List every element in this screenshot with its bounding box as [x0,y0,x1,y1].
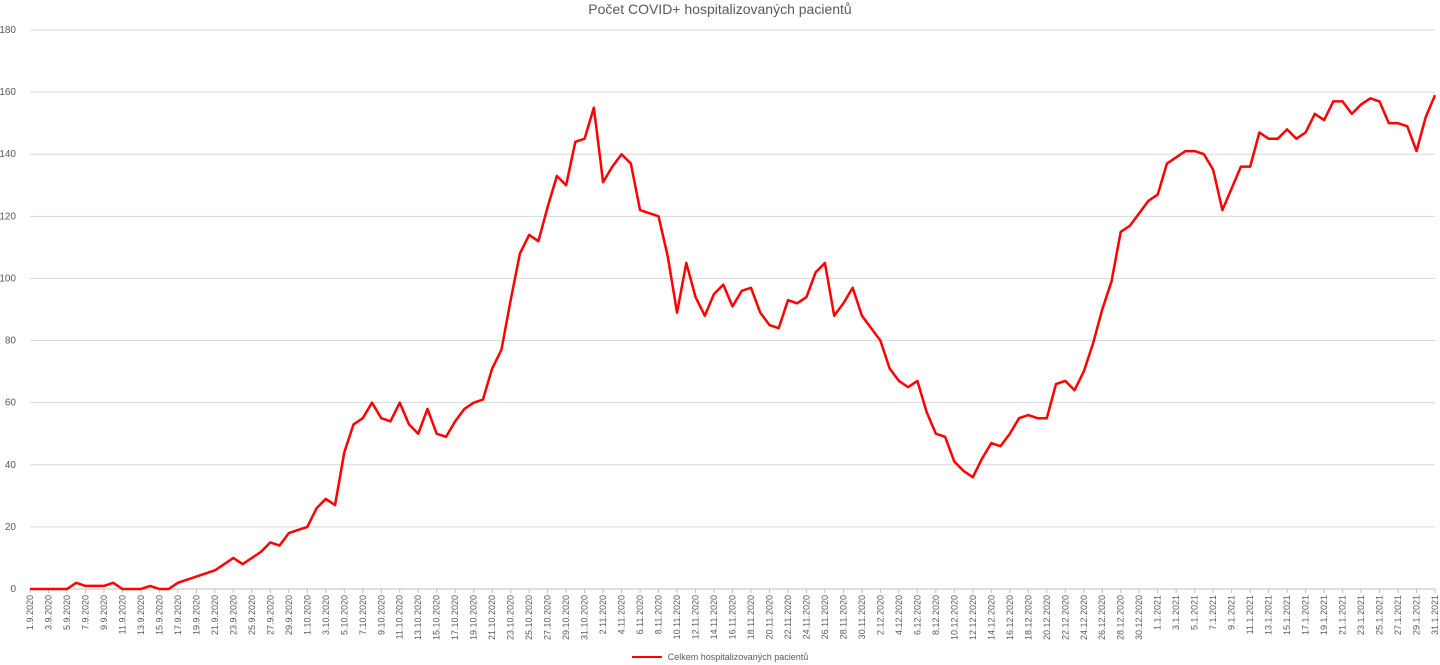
x-tick-label: 14.11.2020 [709,595,719,639]
x-tick-label: 21.1.2021 [1338,595,1348,635]
x-tick-label: 7.10.2020 [358,595,368,635]
x-tick-label: 10.12.2020 [949,595,959,640]
x-axis-ticks: 1.9.2020 3.9.2020 5.9.2020 7.9.2020 9.9.2020… [25,589,1440,640]
x-tick-label: 1.9.2020 [25,595,35,630]
x-tick-label: 28.11.2020 [838,595,848,639]
x-tick-label: 26.11.2020 [820,595,830,639]
x-tick-label: 16.12.2020 [1005,595,1015,640]
x-tick-label: 3.10.2020 [321,595,331,635]
x-tick-label: 15.9.2020 [154,595,164,635]
x-tick-label: 10.11.2020 [672,595,682,639]
y-tick-label: 80 [5,336,17,347]
x-tick-label: 30.11.2020 [857,595,867,639]
legend-swatch [631,656,662,658]
x-tick-label: 6.12.2020 [912,595,922,635]
x-tick-label: 11.9.2020 [117,595,127,634]
x-tick-label: 5.1.2021 [1190,595,1200,630]
x-tick-label: 19.10.2020 [469,595,479,640]
x-tick-label: 27.9.2020 [265,595,275,635]
x-tick-label: 22.12.2020 [1060,595,1070,640]
x-tick-label: 28.12.2020 [1116,595,1126,640]
x-tick-label: 9.10.2020 [376,595,386,635]
x-tick-label: 12.12.2020 [968,595,978,640]
x-tick-label: 3.9.2020 [43,595,53,630]
x-tick-label: 11.1.2021 [1245,595,1255,634]
y-tick-label: 0 [10,584,16,595]
x-tick-label: 4.12.2020 [894,595,904,635]
x-tick-label: 9.9.2020 [99,595,109,630]
y-tick-label: 40 [5,460,17,471]
x-tick-label: 8.12.2020 [931,595,941,635]
y-tick-label: 120 [0,211,16,222]
gridlines [30,29,1435,590]
x-tick-label: 1.1.2021 [1153,595,1163,630]
x-tick-label: 23.9.2020 [228,595,238,635]
x-tick-label: 17.10.2020 [450,595,460,640]
x-tick-label: 5.10.2020 [339,595,349,635]
x-tick-label: 4.11.2020 [617,595,627,634]
x-tick-label: 3.1.2021 [1171,595,1181,630]
x-tick-label: 23.10.2020 [506,595,516,640]
x-tick-label: 18.11.2020 [746,595,756,639]
y-tick-label: 100 [0,273,16,284]
x-tick-label: 16.11.2020 [728,595,738,639]
y-tick-label: 180 [0,25,16,36]
x-tick-label: 31.1.2021 [1430,595,1440,635]
x-tick-label: 26.12.2020 [1097,595,1107,640]
x-tick-label: 9.1.2021 [1227,595,1237,630]
x-tick-label: 13.10.2020 [413,595,423,640]
x-tick-label: 19.1.2021 [1319,595,1329,635]
x-tick-label: 24.12.2020 [1079,595,1089,640]
y-axis-ticks: 0 20 40 60 80 100 120 140 160 180 [0,25,16,595]
x-tick-label: 31.10.2020 [580,595,590,640]
series-layer [30,94,1437,591]
x-tick-label: 20.12.2020 [1042,595,1052,640]
x-tick-label: 1.10.2020 [302,595,312,635]
y-tick-label: 20 [5,522,17,533]
x-tick-label: 8.11.2020 [654,595,664,634]
x-tick-label: 27.1.2021 [1393,595,1403,635]
x-tick-label: 29.9.2020 [284,595,294,635]
x-tick-label: 13.9.2020 [136,595,146,635]
y-tick-label: 140 [0,149,16,160]
x-tick-label: 24.11.2020 [801,595,811,639]
x-tick-label: 15.10.2020 [432,595,442,640]
x-tick-label: 17.9.2020 [173,595,183,635]
x-tick-label: 29.1.2021 [1412,595,1422,635]
line-chart: 0 20 40 60 80 100 120 140 160 180 1.9.2020 3.9.202… [0,25,1440,640]
x-tick-label: 20.11.2020 [764,595,774,639]
x-tick-label: 7.1.2021 [1208,595,1218,630]
x-tick-label: 13.1.2021 [1264,595,1274,635]
x-tick-label: 22.11.2020 [783,595,793,639]
x-tick-label: 30.12.2020 [1134,595,1144,640]
x-tick-label: 2.12.2020 [875,595,885,635]
x-tick-label: 18.12.2020 [1023,595,1033,640]
x-tick-label: 15.1.2021 [1282,595,1292,635]
x-tick-label: 21.10.2020 [487,595,497,640]
chart-title: Počet COVID+ hospitalizovaných pacientů [588,1,852,17]
x-tick-label: 23.1.2021 [1356,595,1366,635]
x-tick-label: 21.9.2020 [210,595,220,635]
x-tick-label: 17.1.2021 [1301,595,1311,635]
x-tick-label: 11.10.2020 [395,595,405,639]
y-tick-label: 160 [0,87,16,98]
y-tick-label: 60 [5,398,17,409]
x-tick-label: 2.11.2020 [598,595,608,634]
x-tick-label: 29.10.2020 [561,595,571,640]
x-tick-label: 7.9.2020 [80,595,90,630]
x-tick-label: 12.11.2020 [691,595,701,639]
legend: Celkem hospitalizovaných pacientů [0,652,1440,662]
x-tick-label: 5.9.2020 [62,595,72,630]
x-tick-label: 25.1.2021 [1375,595,1385,635]
x-tick-label: 14.12.2020 [986,595,996,640]
series-line-hospitalized [30,94,1437,591]
x-tick-label: 6.11.2020 [635,595,645,634]
x-tick-label: 19.9.2020 [191,595,201,635]
legend-label: Celkem hospitalizovaných pacientů [667,652,809,662]
x-tick-label: 27.10.2020 [543,595,553,640]
x-tick-label: 25.10.2020 [524,595,534,640]
x-tick-label: 25.9.2020 [247,595,257,635]
